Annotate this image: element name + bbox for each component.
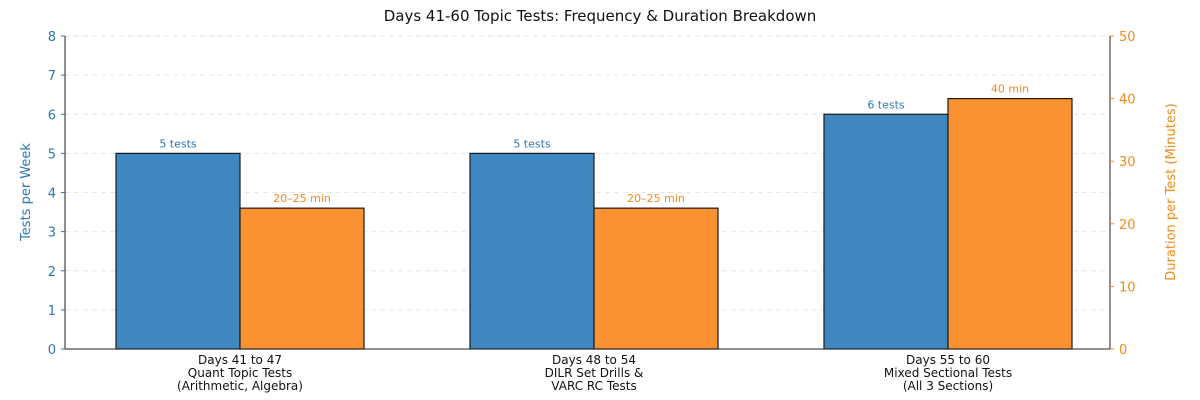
y-right-tick-label: 10 [1119,280,1136,295]
bars-layer [115,97,1073,350]
chart-title: Days 41-60 Topic Tests: Frequency & Dura… [384,7,817,25]
bar-duration-label-3: 40 min [991,83,1029,96]
bar-tests-label-1: 5 tests [159,137,197,150]
bar-duration-1 [239,207,365,350]
y-right-tick-label: 50 [1119,30,1136,45]
y-left-tick-label: 3 [48,226,56,241]
x-tick-label-1: Days 41 to 47 Quant Topic Tests (Arithmeti… [177,353,303,393]
axes-layer: Days 41 to 47 Quant Topic Tests (Arithmeti… [48,30,1136,393]
bar-duration-label-1: 20–25 min [273,192,331,205]
y-right-tick-label: 0 [1119,343,1127,358]
y-axis-left-label: Tests per Week [19,143,34,242]
y-left-tick-label: 5 [48,147,56,162]
y-left-tick-label: 1 [48,304,56,319]
y-left-tick-label: 4 [48,187,56,202]
bar-duration-3 [947,97,1073,350]
bar-labels-layer: 5 tests 20–25 min 5 tests 20–25 min 6 tests 4… [159,83,1029,206]
y-right-tick-label: 30 [1119,155,1136,170]
bar-duration-label-2: 20–25 min [627,192,685,205]
bar-tests-1 [115,152,241,350]
y-left-tick-label: 2 [48,265,56,280]
y-right-tick-label: 20 [1119,218,1136,233]
bar-tests-label-3: 6 tests [867,98,905,111]
y-left-tick-label: 8 [48,30,56,45]
bar-tests-3 [823,113,949,350]
bar-tests-2 [469,152,595,350]
x-tick-label-3: Days 55 to 60 Mixed Sectional Tests (All 3… [884,353,1012,393]
y-right-tick-label: 40 [1119,93,1136,108]
x-tick-label-2: Days 48 to 54 DILR Set Drills & VARC RC Te… [545,353,644,393]
bar-tests-label-2: 5 tests [513,137,551,150]
y-left-tick-label: 0 [48,343,56,358]
y-left-tick-label: 7 [48,69,56,84]
bar-duration-2 [593,207,719,350]
y-left-tick-label: 6 [48,108,56,123]
y-axis-right-label: Duration per Test (Minutes) [1164,103,1179,280]
